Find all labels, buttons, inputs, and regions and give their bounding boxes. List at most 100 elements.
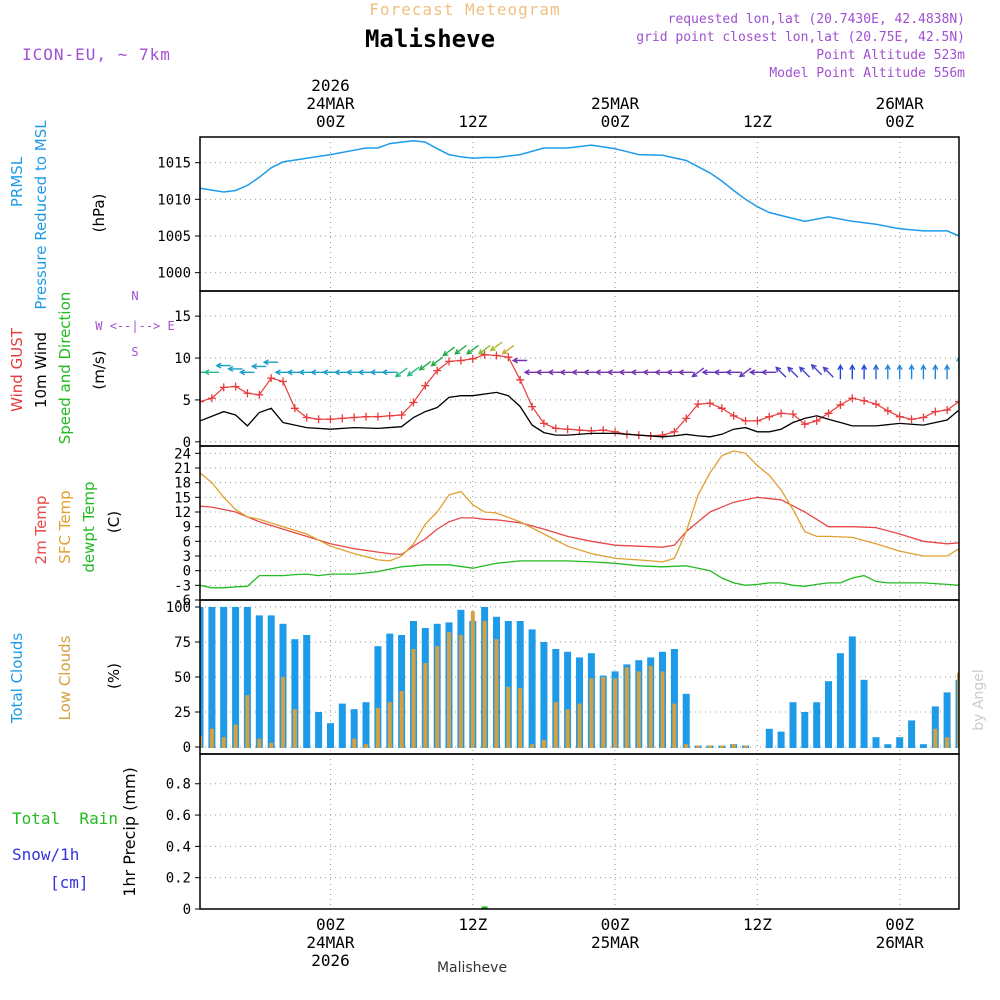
gust-marker: [539, 419, 548, 428]
total-cloud-bar: [350, 709, 358, 748]
y-tick-label: 0.4: [166, 839, 191, 855]
low-cloud-bar: [257, 738, 262, 748]
compass-we: W <--|--> E: [95, 319, 174, 333]
total-cloud-bar: [232, 607, 240, 748]
wind-direction-arrow: [501, 344, 515, 355]
gust-marker: [551, 424, 560, 433]
low-cloud-bar: [589, 678, 594, 748]
gust-marker: [362, 412, 371, 421]
snow-unit-label: [cm]: [50, 873, 89, 892]
wind-direction-arrow: [822, 366, 834, 378]
gust-marker: [658, 431, 667, 440]
sfc-temp-label: SFC Temp: [56, 490, 74, 563]
total-cloud-bar: [315, 712, 323, 748]
y-tick-label: -6: [174, 593, 191, 609]
y-tick-label: 6: [183, 534, 191, 550]
wind-panel-frame: [199, 290, 960, 447]
total-cloud-bar: [220, 607, 228, 748]
y-tick-label: 0.6: [166, 808, 191, 824]
wind-direction-arrow: [430, 356, 444, 367]
gust-marker: [563, 425, 572, 434]
bottom-time-label: 12Z: [743, 915, 772, 934]
time-axis-labels: 202624MAR00Z12Z25MAR00Z12Z26MAR00Z12Z00Z…: [306, 76, 924, 970]
bottom-time-label: 25MAR: [591, 933, 640, 952]
sfc-temp-line: [200, 450, 959, 563]
gust-marker: [207, 394, 216, 403]
location-title: Malisheve: [365, 25, 495, 53]
gust-marker: [670, 427, 679, 436]
gust-marker: [753, 416, 762, 425]
total-cloud-bar: [267, 615, 275, 748]
top-time-label: 00Z: [601, 112, 630, 131]
total-cloud-bar: [931, 706, 939, 748]
low-cloud-bar: [577, 703, 582, 748]
total-cloud-bar: [303, 635, 311, 748]
gust-marker: [765, 412, 774, 421]
low-cloud-bar: [530, 744, 535, 748]
wind-direction-arrow: [511, 357, 528, 364]
cloud-unit-label: (%): [105, 663, 123, 689]
y-tick-label: 3: [183, 549, 191, 565]
low-cloud-bar: [565, 709, 570, 748]
total-cloud-bar: [327, 723, 334, 748]
y-tick-label: 50: [174, 670, 191, 686]
total-cloud-bar: [291, 639, 299, 748]
total-cloud-bar: [896, 737, 904, 748]
gust-marker: [800, 420, 809, 429]
gust-marker: [599, 426, 608, 435]
temperature-panel-frame: [199, 445, 960, 601]
gust-marker: [492, 351, 501, 360]
y-tick-label: 0: [183, 435, 191, 451]
total-cloud-bar: [836, 653, 844, 748]
low-cloud-bar: [518, 688, 523, 748]
wind-direction-arrow: [944, 363, 951, 380]
low-cloud-bar: [957, 672, 959, 748]
y-tick-label: 1000: [157, 266, 191, 282]
wind-direction-arrow: [861, 363, 868, 380]
gust-marker: [682, 414, 691, 423]
top-time-label: 00Z: [316, 112, 345, 131]
wind-direction-arrow: [418, 360, 432, 371]
bottom-time-label: 00Z: [316, 915, 345, 934]
total-cloud-bar: [528, 629, 536, 748]
gust-marker: [397, 411, 406, 419]
temp-unit-label: (C): [105, 511, 123, 533]
y-tick-label: 15: [174, 309, 191, 325]
low-cloud-bar: [352, 738, 357, 748]
low-cloud-bar: [435, 646, 440, 748]
total-cloud-bar: [374, 646, 382, 748]
low-cloud-bar: [636, 671, 641, 748]
gust-marker: [314, 415, 323, 424]
low-cloud-bar: [743, 745, 748, 748]
gust-marker: [290, 404, 299, 413]
low-cloud-bar: [423, 663, 428, 748]
super-title: Forecast Meteogram: [369, 0, 560, 19]
total-cloud-bar: [919, 744, 927, 748]
wind-direction-arrow: [810, 363, 823, 376]
wind-speed-direction-label: Speed and Direction: [56, 292, 74, 445]
gust-marker: [860, 396, 869, 405]
wind-direction-arrow: [760, 369, 777, 376]
model-altitude: Model Point Altitude 556m: [769, 66, 965, 81]
y-tick-label: 24: [174, 446, 191, 462]
gust-marker: [279, 377, 288, 386]
prmsl-label: PRMSL: [8, 156, 26, 207]
gust-marker: [729, 411, 738, 420]
gust-marker: [991, 316, 999, 324]
watermark: by Angel: [971, 669, 987, 730]
wind-direction-arrow: [775, 366, 787, 378]
total-cloud-bar: [860, 679, 868, 748]
gust-marker: [516, 375, 525, 384]
temp-2m-label: 2m Temp: [32, 496, 50, 565]
wind-direction-arrow: [215, 362, 231, 369]
wind-direction-arrow: [442, 346, 456, 357]
bottom-time-label: 00Z: [885, 915, 914, 934]
gust-marker: [741, 416, 750, 425]
y-tick-label: 9: [183, 520, 191, 536]
gust-marker: [705, 399, 714, 408]
model-label: ICON-EU, ~ 7km: [22, 45, 171, 64]
wind-direction-arrow: [406, 366, 420, 377]
wind-direction-arrow: [394, 367, 408, 378]
bottom-time-label: 12Z: [458, 915, 487, 934]
